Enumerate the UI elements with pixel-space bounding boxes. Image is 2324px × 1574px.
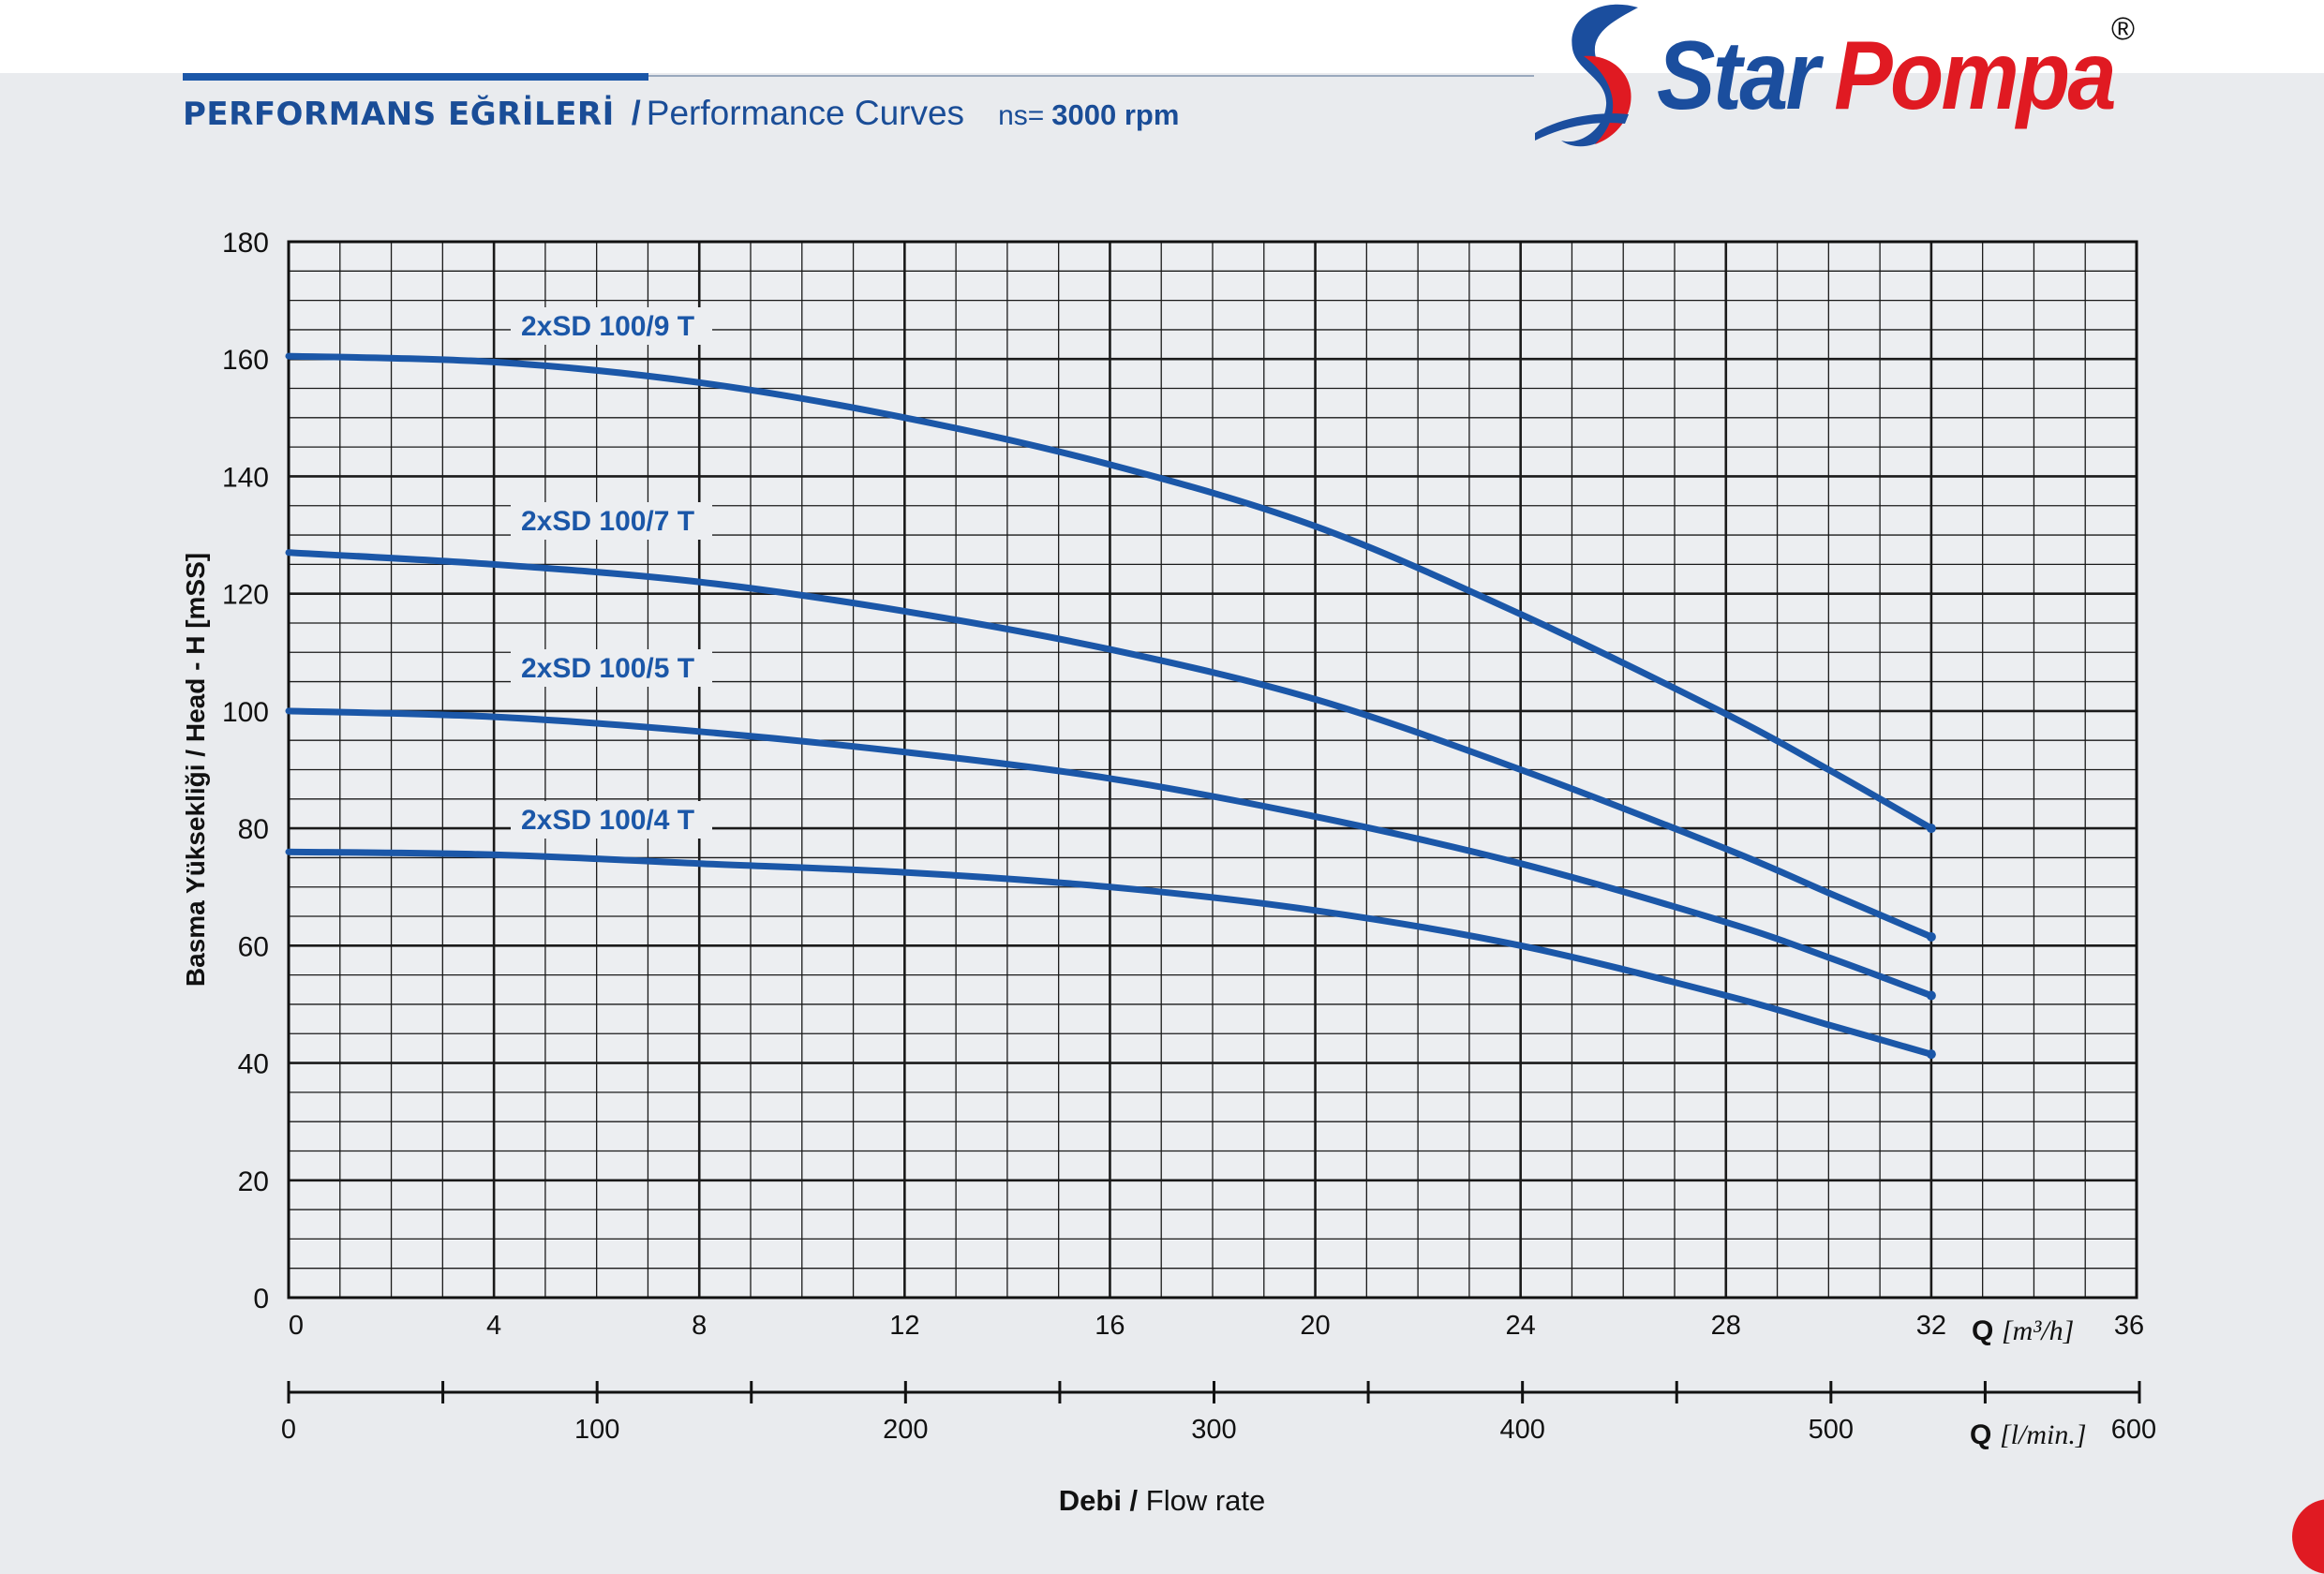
x-tick-label: 4 xyxy=(486,1311,501,1341)
series-end-point xyxy=(1926,1049,1936,1060)
series-label: 2xSD 100/5 T xyxy=(521,653,694,684)
secondary-axis-q-label: Q xyxy=(1970,1419,1991,1450)
y-tick-label: 60 xyxy=(238,931,269,962)
series-label-bg xyxy=(511,801,712,839)
series-label: 2xSD 100/9 T xyxy=(521,311,694,342)
speed-value: 3000 rpm xyxy=(1051,98,1180,131)
title-english: Performance Curves xyxy=(646,94,965,132)
series-1: 2xSD 100/9 T xyxy=(285,307,1936,834)
series-end-point xyxy=(1926,824,1936,834)
series-line xyxy=(285,707,1935,1000)
secondary-tick-label: 100 xyxy=(574,1415,619,1445)
series-label-bg xyxy=(511,307,712,345)
x-tick-label: 24 xyxy=(1506,1311,1536,1341)
brand-word-star: Star xyxy=(1657,22,1820,130)
series-2: 2xSD 100/7 T xyxy=(285,502,1936,942)
x-tick-label: 0 xyxy=(289,1311,304,1341)
series-end-point xyxy=(1926,931,1936,942)
title-turkish: PERFORMANS EĞRİLERİ xyxy=(183,96,615,133)
brand-word-pompa: Pompa xyxy=(1834,22,2116,130)
x-axis-label-bold: Debi / xyxy=(1059,1484,1146,1517)
x-tick-label: 12 xyxy=(889,1311,919,1341)
y-tick-label: 120 xyxy=(222,580,269,611)
secondary-tick-label: 200 xyxy=(883,1415,928,1445)
y-axis-label: Basma Yüksekliği / Head - H [mSS] xyxy=(181,553,210,987)
x-axis-label-text: Flow rate xyxy=(1146,1484,1265,1517)
x-axis-label: Debi / Flow rate xyxy=(1059,1484,1266,1517)
y-tick-label: 100 xyxy=(222,697,269,728)
secondary-tick-label: 0 xyxy=(281,1415,296,1445)
series-label-bg xyxy=(511,502,712,540)
x-tick-label: 28 xyxy=(1711,1311,1741,1341)
brand-wordmark: Star Pompa xyxy=(1657,21,2117,132)
series-end-point xyxy=(1926,990,1936,1001)
star-pompa-logo-icon xyxy=(1535,4,1638,147)
y-tick-label: 0 xyxy=(253,1284,269,1314)
speed-label: ns= xyxy=(998,100,1045,131)
series-label: 2xSD 100/4 T xyxy=(521,805,694,836)
x-axis-q-label: Q xyxy=(1972,1315,1993,1346)
secondary-tick-label: 300 xyxy=(1191,1415,1236,1445)
header-band xyxy=(0,0,2324,73)
series-line xyxy=(285,352,1935,832)
y-tick-label: 20 xyxy=(238,1166,269,1197)
header-rule-accent xyxy=(183,73,648,81)
y-tick-label: 160 xyxy=(222,345,269,376)
x-tick-label: 20 xyxy=(1300,1311,1330,1341)
series-line xyxy=(285,848,1935,1058)
y-tick-label: 140 xyxy=(222,462,269,493)
title-separator: / xyxy=(631,94,641,132)
secondary-axis: 0 100 200 300 400 500 600 xyxy=(281,1381,2156,1445)
secondary-tick-label: 500 xyxy=(1809,1415,1854,1445)
secondary-tick-label: 600 xyxy=(2111,1415,2156,1445)
series-label: 2xSD 100/7 T xyxy=(521,506,694,537)
series-4: 2xSD 100/4 T xyxy=(285,801,1936,1060)
x-tick-label: 16 xyxy=(1095,1311,1125,1341)
x-axis-unit-lmin: [l/min.] xyxy=(2000,1419,2087,1450)
series-3: 2xSD 100/5 T xyxy=(285,649,1936,1001)
x-tick-label: 8 xyxy=(692,1311,707,1341)
series-line xyxy=(285,549,1935,941)
x-axis-unit-m3h: [m³/h] xyxy=(2002,1315,2074,1346)
y-tick-label: 180 xyxy=(222,228,269,259)
x-tick-label: 36 xyxy=(2114,1311,2144,1341)
plot-border xyxy=(287,240,2138,1299)
page-title: PERFORMANS EĞRİLERİ / Performance Curves ns… xyxy=(183,94,1179,133)
header-rule xyxy=(648,75,1534,77)
series-label-bg xyxy=(511,649,712,687)
registered-mark: ® xyxy=(2111,11,2136,47)
y-tick-label: 80 xyxy=(238,814,269,845)
y-tick-label: 40 xyxy=(238,1049,269,1080)
x-tick-label: 32 xyxy=(1916,1311,1946,1341)
secondary-tick-label: 400 xyxy=(1499,1415,1544,1445)
